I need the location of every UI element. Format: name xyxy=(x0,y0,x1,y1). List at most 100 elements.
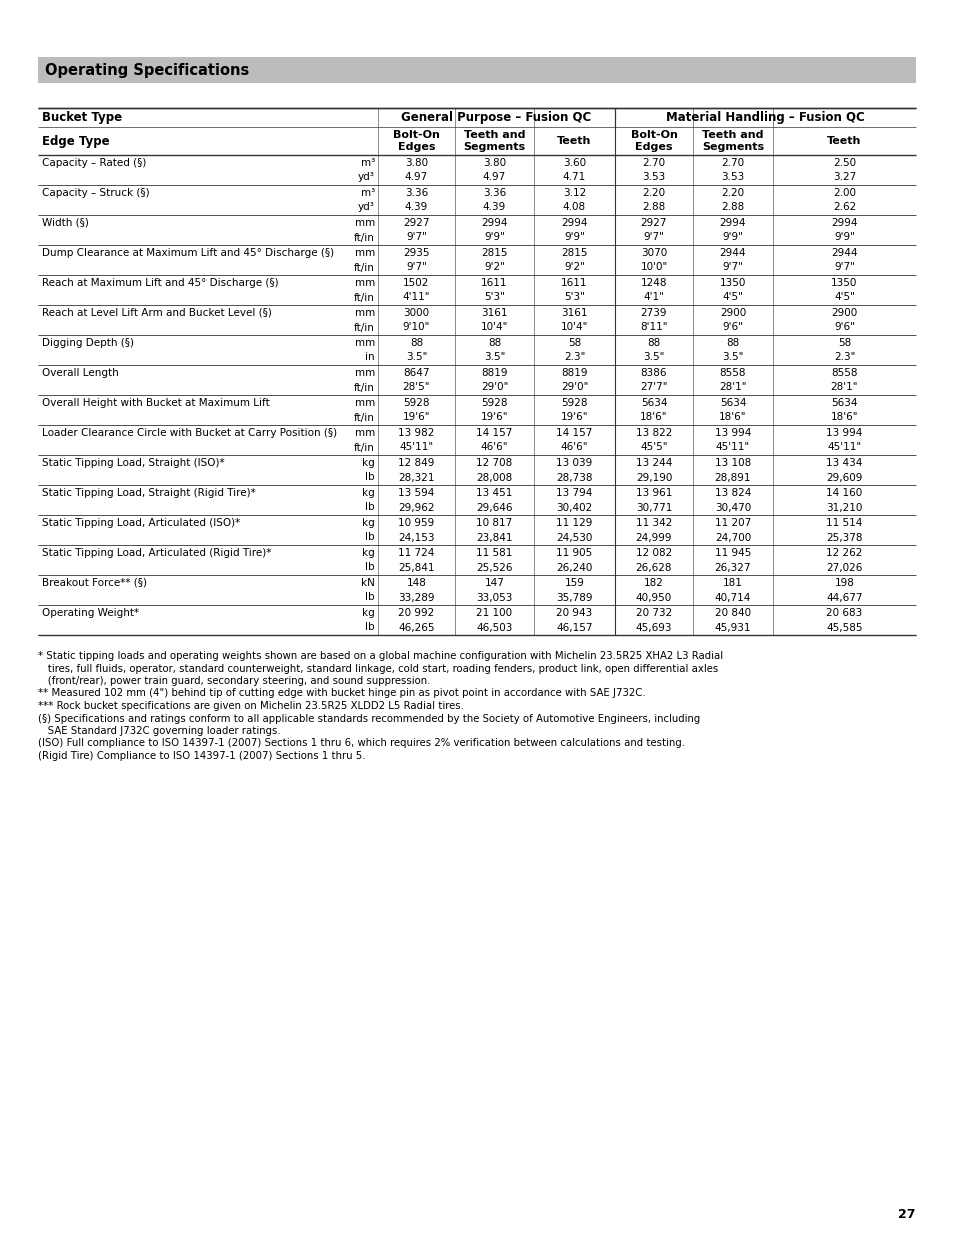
Text: 9'2": 9'2" xyxy=(563,263,584,273)
Text: 2900: 2900 xyxy=(720,308,745,317)
Text: 8647: 8647 xyxy=(403,368,429,378)
Text: 2.88: 2.88 xyxy=(641,203,665,212)
Text: 4.97: 4.97 xyxy=(404,173,428,183)
Text: 88: 88 xyxy=(410,337,423,347)
Text: 2.3": 2.3" xyxy=(563,352,584,363)
Text: 40,714: 40,714 xyxy=(714,593,750,603)
Text: 14 157: 14 157 xyxy=(556,427,592,437)
Text: 28,008: 28,008 xyxy=(476,473,512,483)
Text: 33,289: 33,289 xyxy=(397,593,435,603)
Text: 18'6": 18'6" xyxy=(719,412,746,422)
Text: 29,962: 29,962 xyxy=(397,503,435,513)
Text: 12 262: 12 262 xyxy=(825,547,862,557)
Text: tires, full fluids, operator, standard counterweight, standard linkage, cold sta: tires, full fluids, operator, standard c… xyxy=(38,663,718,673)
Text: 29'0": 29'0" xyxy=(480,383,508,393)
Text: 28'1": 28'1" xyxy=(830,383,858,393)
Text: 3.5": 3.5" xyxy=(642,352,664,363)
Text: 13 244: 13 244 xyxy=(635,457,672,468)
Text: 2927: 2927 xyxy=(403,217,429,227)
Text: ft/in: ft/in xyxy=(354,383,375,393)
Text: mm: mm xyxy=(355,247,375,258)
Text: Bucket Type: Bucket Type xyxy=(42,111,122,124)
Text: 3.53: 3.53 xyxy=(720,173,744,183)
Text: yd³: yd³ xyxy=(357,203,375,212)
Text: 2994: 2994 xyxy=(560,217,587,227)
Text: 5928: 5928 xyxy=(480,398,507,408)
Text: 25,526: 25,526 xyxy=(476,562,512,573)
Text: Width (§): Width (§) xyxy=(42,217,89,227)
Text: Material Handling – Fusion QC: Material Handling – Fusion QC xyxy=(665,111,864,124)
Text: 13 594: 13 594 xyxy=(398,488,435,498)
Text: * Static tipping loads and operating weights shown are based on a global machine: * Static tipping loads and operating wei… xyxy=(38,651,722,661)
Text: 5'3": 5'3" xyxy=(563,293,584,303)
Text: 21 100: 21 100 xyxy=(476,608,512,618)
Text: 4.71: 4.71 xyxy=(562,173,585,183)
Text: Breakout Force** (§): Breakout Force** (§) xyxy=(42,578,147,588)
Text: Edge Type: Edge Type xyxy=(42,135,110,147)
Text: 45,585: 45,585 xyxy=(825,622,862,632)
Text: 10'0": 10'0" xyxy=(639,263,667,273)
Text: 8558: 8558 xyxy=(830,368,857,378)
Text: 2.20: 2.20 xyxy=(641,188,665,198)
Text: 1350: 1350 xyxy=(830,278,857,288)
Text: Bolt-On
Edges: Bolt-On Edges xyxy=(393,130,439,152)
Text: 2994: 2994 xyxy=(480,217,507,227)
Text: 24,153: 24,153 xyxy=(397,532,435,542)
Text: 14 157: 14 157 xyxy=(476,427,512,437)
Text: 28,891: 28,891 xyxy=(714,473,750,483)
Text: 45,693: 45,693 xyxy=(635,622,672,632)
Text: 8'11": 8'11" xyxy=(639,322,667,332)
Text: 2994: 2994 xyxy=(719,217,745,227)
Text: 3.36: 3.36 xyxy=(482,188,506,198)
Text: 12 082: 12 082 xyxy=(636,547,672,557)
Text: lb: lb xyxy=(365,622,375,632)
Text: 20 840: 20 840 xyxy=(714,608,750,618)
Text: 45'5": 45'5" xyxy=(639,442,667,452)
Text: 24,999: 24,999 xyxy=(635,532,672,542)
Text: 13 994: 13 994 xyxy=(714,427,750,437)
Text: 1502: 1502 xyxy=(403,278,429,288)
Text: Reach at Maximum Lift and 45° Discharge (§): Reach at Maximum Lift and 45° Discharge … xyxy=(42,278,278,288)
Text: Digging Depth (§): Digging Depth (§) xyxy=(42,337,133,347)
Text: kg: kg xyxy=(362,488,375,498)
Text: 31,210: 31,210 xyxy=(825,503,862,513)
Text: 2944: 2944 xyxy=(830,247,857,258)
Text: Operating Weight*: Operating Weight* xyxy=(42,608,139,618)
Text: 2815: 2815 xyxy=(560,247,587,258)
Text: 4'11": 4'11" xyxy=(402,293,430,303)
Text: 2.70: 2.70 xyxy=(720,158,743,168)
Text: 4'5": 4'5" xyxy=(833,293,854,303)
Text: (§) Specifications and ratings conform to all applicable standards recommended b: (§) Specifications and ratings conform t… xyxy=(38,714,700,724)
Text: 1350: 1350 xyxy=(720,278,745,288)
Text: 20 683: 20 683 xyxy=(825,608,862,618)
Text: General Purpose – Fusion QC: General Purpose – Fusion QC xyxy=(401,111,591,124)
Text: lb: lb xyxy=(365,503,375,513)
Text: 19'6": 19'6" xyxy=(480,412,508,422)
Text: 45'11": 45'11" xyxy=(399,442,433,452)
Text: 35,789: 35,789 xyxy=(556,593,592,603)
Text: Reach at Level Lift Arm and Bucket Level (§): Reach at Level Lift Arm and Bucket Level… xyxy=(42,308,272,317)
Text: 58: 58 xyxy=(837,337,850,347)
Text: 8386: 8386 xyxy=(640,368,666,378)
Text: 46,157: 46,157 xyxy=(556,622,592,632)
Text: 8819: 8819 xyxy=(560,368,587,378)
Text: 5634: 5634 xyxy=(719,398,745,408)
Text: 4.97: 4.97 xyxy=(482,173,506,183)
Text: 29,609: 29,609 xyxy=(825,473,862,483)
Text: 9'6": 9'6" xyxy=(721,322,742,332)
Text: Loader Clearance Circle with Bucket at Carry Position (§): Loader Clearance Circle with Bucket at C… xyxy=(42,427,336,437)
Text: 3.5": 3.5" xyxy=(721,352,743,363)
Text: ft/in: ft/in xyxy=(354,232,375,242)
Text: 13 794: 13 794 xyxy=(556,488,592,498)
Text: 2739: 2739 xyxy=(640,308,666,317)
Text: 45'11": 45'11" xyxy=(826,442,861,452)
Text: 9'9": 9'9" xyxy=(563,232,584,242)
Text: *** Rock bucket specifications are given on Michelin 23.5R25 XLDD2 L5 Radial tir: *** Rock bucket specifications are given… xyxy=(38,701,463,711)
Text: 19'6": 19'6" xyxy=(402,412,430,422)
Text: 46,265: 46,265 xyxy=(397,622,435,632)
Text: lb: lb xyxy=(365,473,375,483)
Text: 8819: 8819 xyxy=(480,368,507,378)
Text: 3070: 3070 xyxy=(640,247,666,258)
Text: 88: 88 xyxy=(647,337,659,347)
Text: 24,530: 24,530 xyxy=(556,532,592,542)
